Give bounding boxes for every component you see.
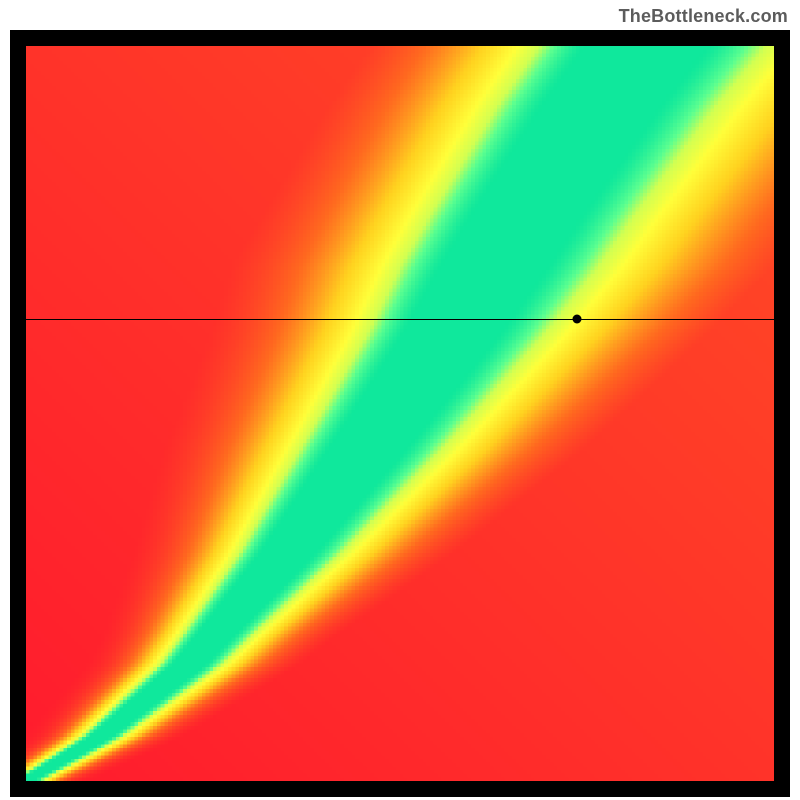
heatmap-canvas [26, 46, 774, 781]
crosshair-marker [572, 315, 581, 324]
watermark-text: TheBottleneck.com [619, 6, 788, 27]
chart-container: TheBottleneck.com [0, 0, 800, 800]
crosshair-horizontal [26, 319, 774, 320]
plot-area [26, 46, 774, 781]
plot-frame [10, 30, 790, 797]
